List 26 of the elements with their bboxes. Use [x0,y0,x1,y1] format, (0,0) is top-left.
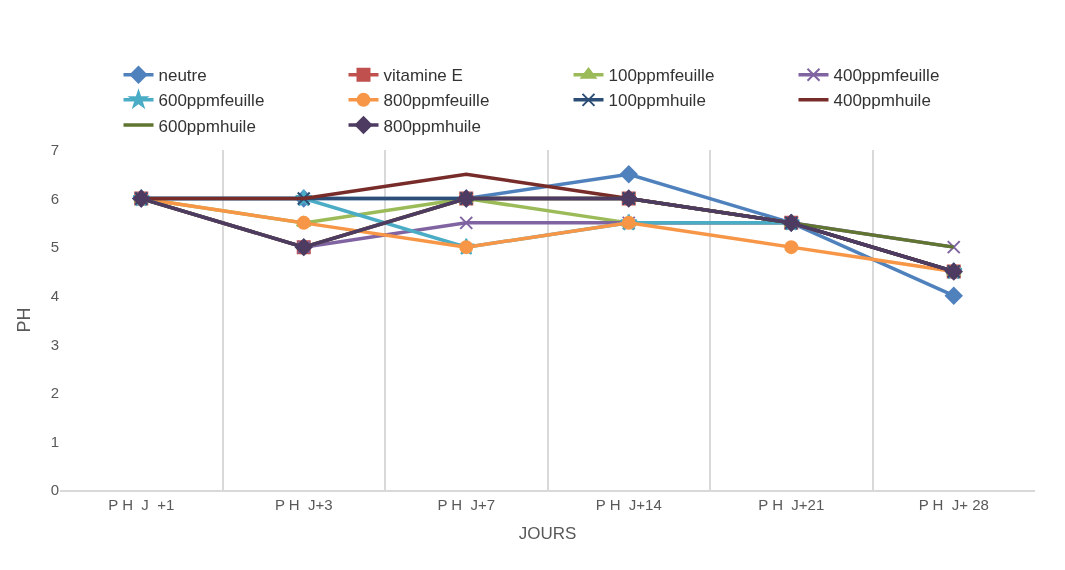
x-tick-label: P H J+7 [437,495,496,513]
x-tick-label: P H J+ 28 [918,495,989,513]
legend-label: 400ppmfeuille [833,66,940,86]
y-tick-label: 7 [50,141,59,159]
legend-label: 600ppmfeuille [158,91,265,111]
y-tick-label: 0 [50,481,59,499]
y-tick-label: 6 [50,189,59,207]
y-tick-label: 1 [50,432,59,450]
y-tick-label: 5 [50,238,59,256]
legend-label: 800ppmfeuille [383,91,490,111]
legend-label: 100ppmfeuille [608,66,715,86]
legend-label: neutre [158,66,207,86]
y-tick-label: 3 [50,335,59,353]
x-tick-label: P H J +1 [108,495,175,513]
legend-label: 600ppmhuile [158,116,256,136]
y-axis-title: PH [13,307,34,333]
y-tick-label: 2 [50,384,59,402]
y-tick-label: 4 [50,286,59,304]
legend-label: 400ppmhuile [833,91,931,111]
legend-label: 100ppmhuile [608,91,706,111]
x-tick-label: P H J+3 [274,495,333,513]
x-tick-label: P H J+14 [595,495,662,513]
legend-label: 800ppmhuile [383,116,481,136]
x-tick-label: P H J+21 [758,495,825,513]
x-axis-title: JOURS [518,523,577,543]
legend-label: vitamine E [383,66,463,86]
